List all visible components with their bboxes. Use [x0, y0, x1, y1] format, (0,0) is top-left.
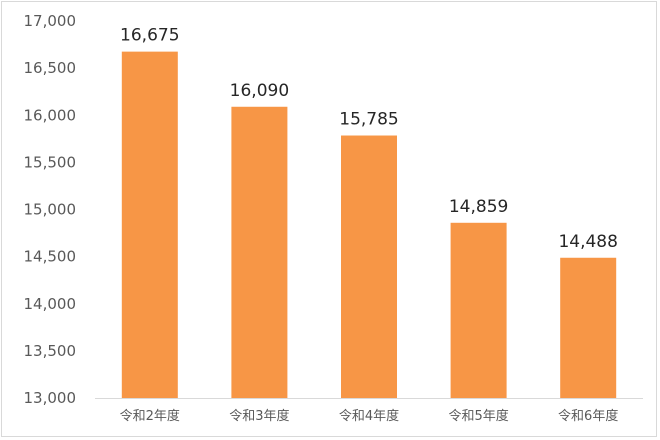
y-axis-ticks: 13,000 13,500 14,000 14,500 15,000 15,500 16,0…: [24, 12, 77, 407]
bar: [560, 257, 617, 398]
y-tick-label: 17,000: [24, 12, 77, 30]
y-tick-label: 16,000: [24, 106, 77, 124]
y-tick-label: 15,000: [24, 201, 77, 219]
bar: [231, 106, 288, 398]
category-label: 令和6年度: [558, 408, 618, 424]
category-labels: 令和2年度 令和3年度 令和4年度 令和5年度 令和6年度: [120, 408, 619, 424]
category-label: 令和3年度: [229, 408, 289, 424]
y-tick-label: 15,500: [24, 153, 77, 171]
bars: [121, 51, 617, 399]
bar: [341, 135, 397, 399]
data-label: 14,859: [449, 197, 508, 217]
data-labels: 16,675 16,090 15,785 14,859 14,488: [120, 26, 618, 252]
data-label: 15,785: [339, 110, 398, 130]
data-label: 16,675: [120, 26, 179, 46]
y-tick-label: 13,000: [24, 389, 77, 407]
bar: [450, 222, 507, 398]
category-label: 令和4年度: [339, 408, 399, 424]
y-tick-label: 13,500: [24, 342, 77, 360]
bar: [121, 51, 178, 398]
data-label: 14,488: [558, 232, 617, 252]
category-label: 令和5年度: [448, 408, 508, 424]
y-tick-label: 14,500: [24, 248, 77, 266]
y-tick-label: 14,000: [24, 295, 77, 313]
data-label: 16,090: [230, 81, 289, 101]
y-tick-label: 16,500: [24, 59, 77, 77]
category-label: 令和2年度: [120, 408, 180, 424]
